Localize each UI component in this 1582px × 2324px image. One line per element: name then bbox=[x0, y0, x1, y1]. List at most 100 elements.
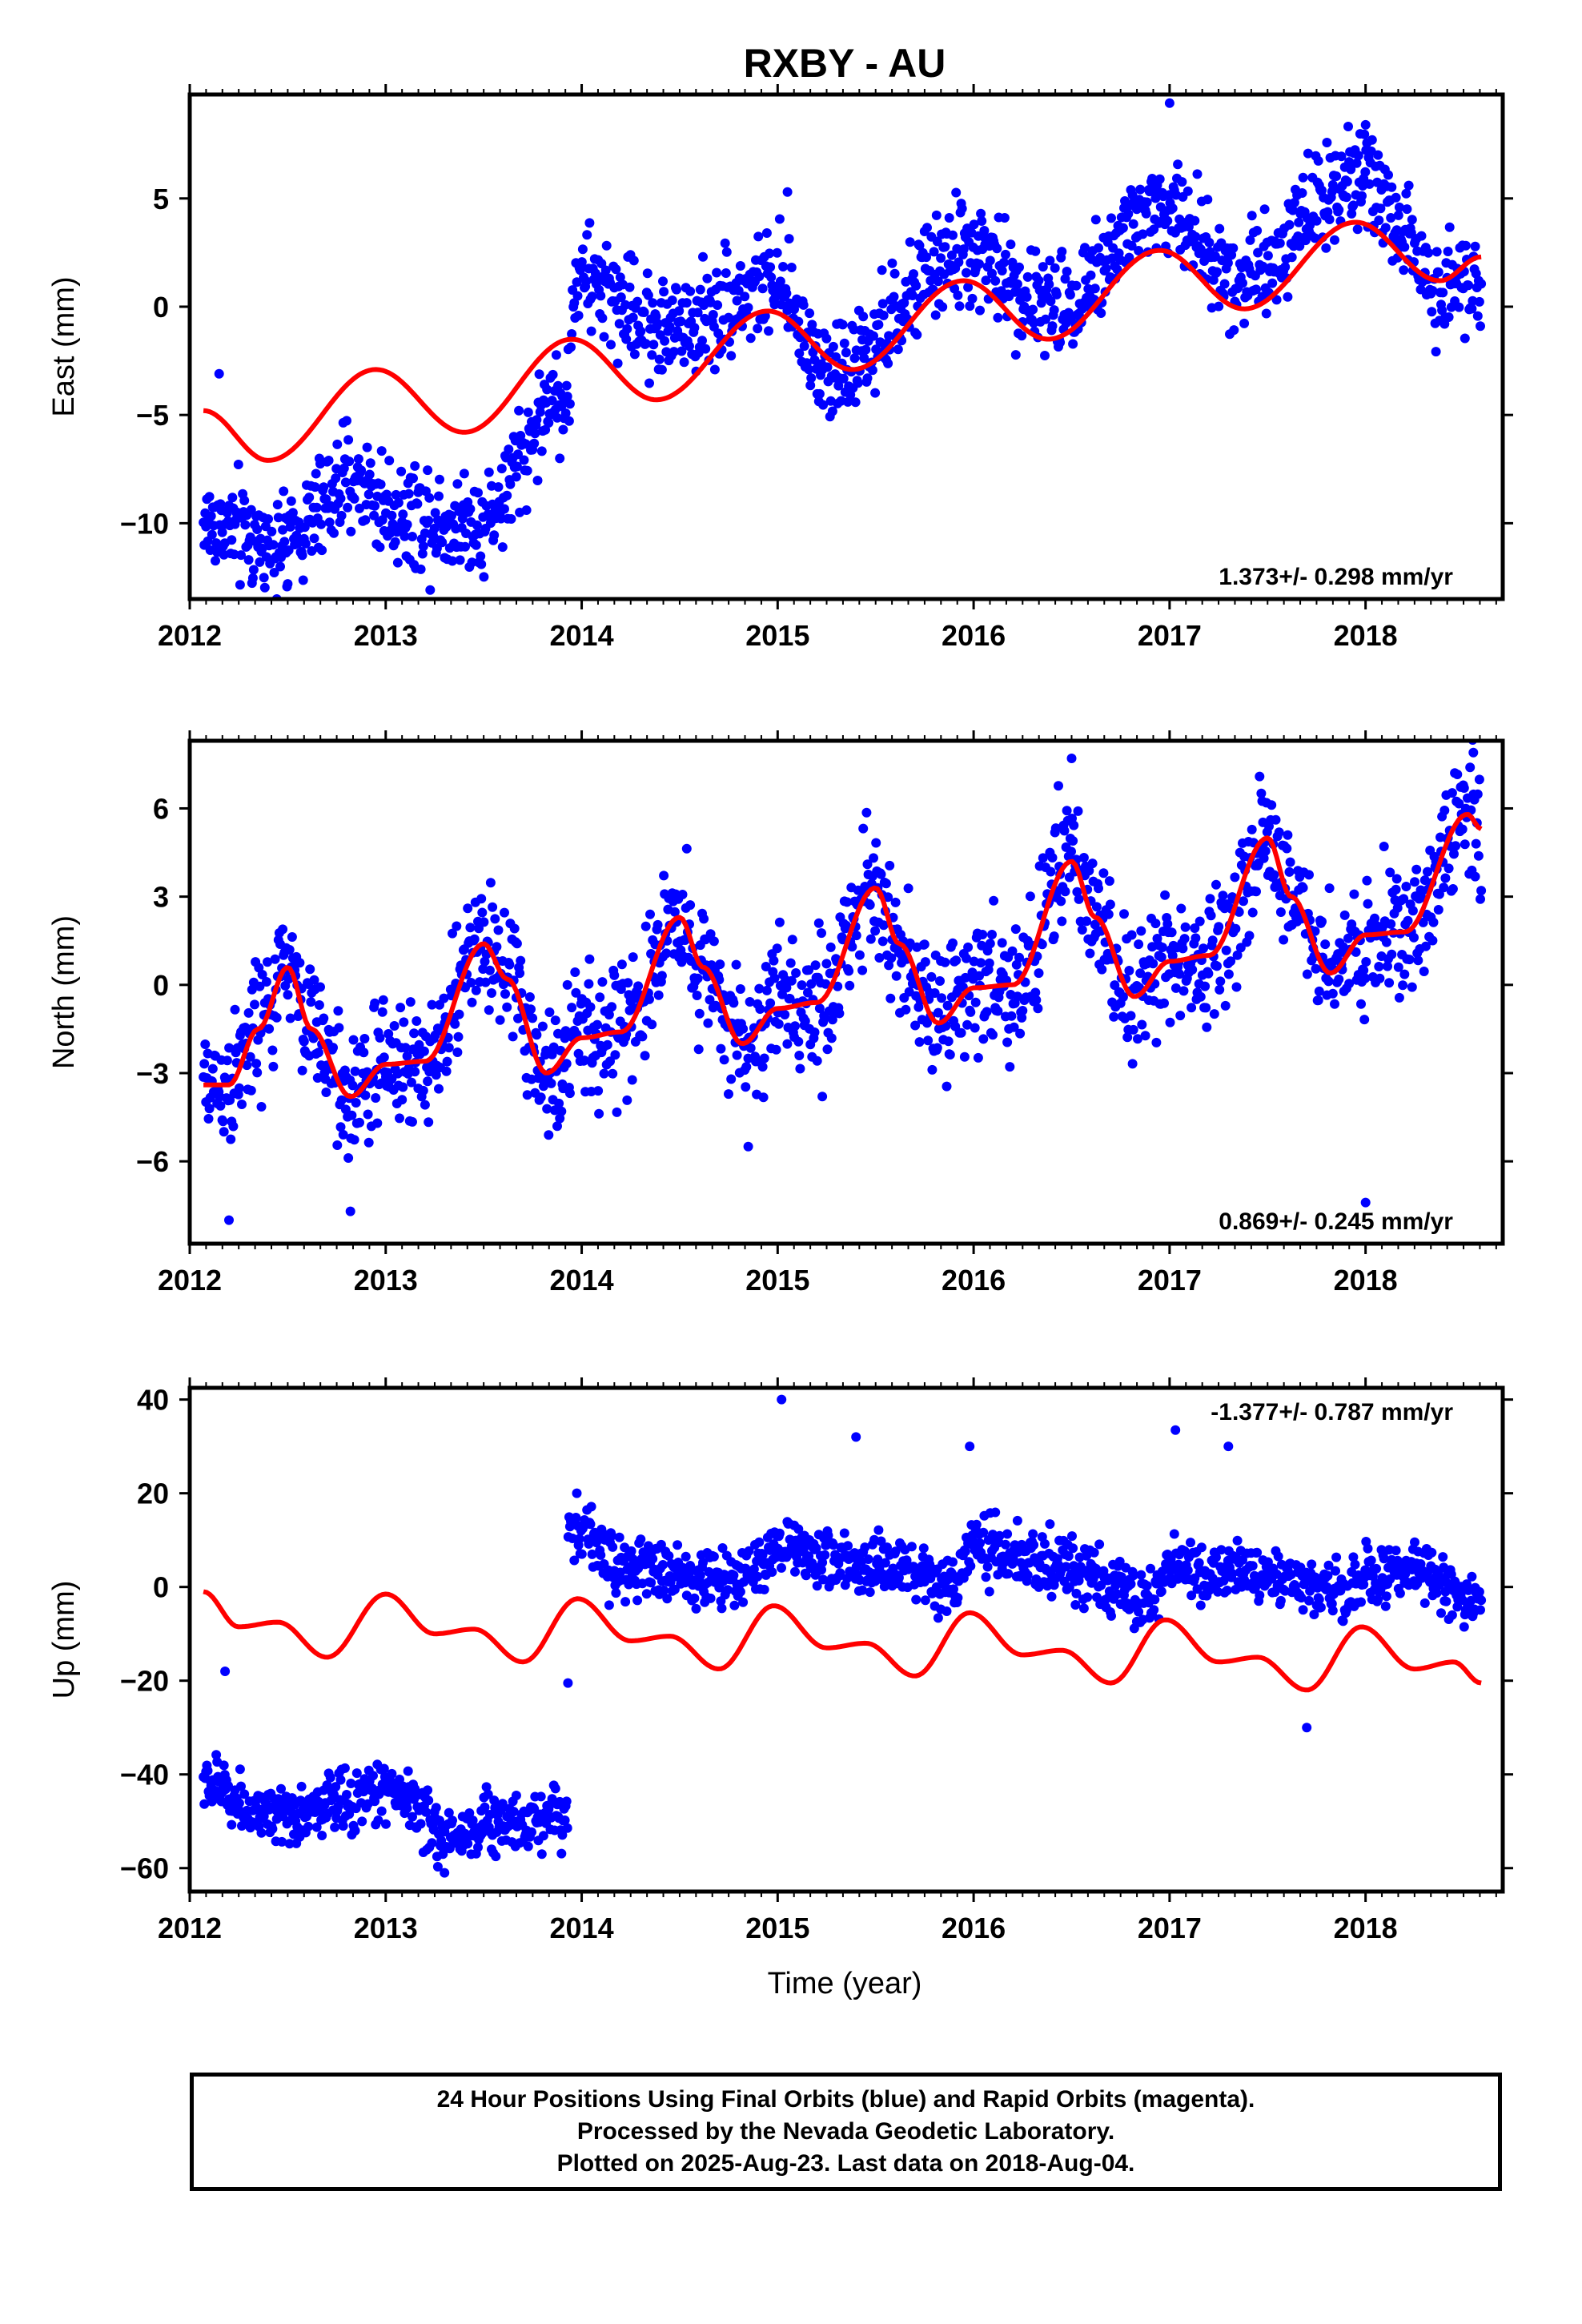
east-data-point bbox=[967, 293, 978, 304]
north-data-point bbox=[1046, 866, 1056, 877]
north-data-point bbox=[637, 1031, 648, 1042]
north-data-point bbox=[1387, 949, 1397, 959]
east-data-point bbox=[677, 346, 687, 356]
north-data-point bbox=[930, 988, 940, 998]
east-data-point bbox=[416, 564, 426, 574]
north-data-point bbox=[1449, 849, 1459, 859]
north-data-point bbox=[1137, 1019, 1147, 1030]
east-data-point bbox=[709, 364, 720, 375]
north-data-point bbox=[493, 925, 504, 935]
north-data-point bbox=[351, 1098, 361, 1108]
up-data-point bbox=[1227, 1569, 1238, 1578]
up-data-point bbox=[753, 1571, 763, 1582]
east-data-point bbox=[375, 479, 386, 489]
north-data-point bbox=[1327, 988, 1338, 999]
east-data-point bbox=[310, 482, 320, 493]
north-data-point bbox=[1476, 886, 1487, 896]
up-data-point bbox=[1410, 1537, 1419, 1547]
up-data-point bbox=[949, 1584, 958, 1594]
east-data-point bbox=[309, 533, 319, 544]
up-data-point bbox=[1323, 1560, 1334, 1570]
up-data-point bbox=[933, 1613, 943, 1623]
up-data-point bbox=[1338, 1616, 1348, 1626]
up-data-point bbox=[331, 1782, 341, 1792]
east-data-point bbox=[614, 319, 624, 329]
up-data-point bbox=[1391, 1546, 1401, 1556]
up-data-point bbox=[801, 1570, 811, 1581]
north-data-point bbox=[1068, 836, 1078, 846]
up-data-point bbox=[1104, 1586, 1114, 1596]
east-data-point bbox=[1047, 321, 1058, 332]
north-data-point bbox=[418, 1085, 428, 1096]
north-data-point bbox=[1136, 926, 1146, 936]
north-data-point bbox=[1320, 939, 1331, 950]
up-data-point bbox=[695, 1570, 705, 1581]
north-data-point bbox=[948, 938, 958, 948]
north-data-point bbox=[1399, 894, 1409, 904]
up-data-point bbox=[1252, 1547, 1263, 1558]
east-data-point bbox=[542, 384, 552, 395]
north-data-point bbox=[375, 1032, 385, 1043]
north-data-point bbox=[1231, 982, 1242, 992]
north-data-point bbox=[1259, 853, 1269, 863]
north-data-point bbox=[1128, 1024, 1138, 1035]
east-data-point bbox=[1124, 252, 1134, 263]
north-data-point bbox=[1215, 976, 1226, 987]
east-data-point bbox=[735, 261, 745, 271]
up-data-point bbox=[277, 1836, 287, 1847]
up-data-point bbox=[235, 1764, 245, 1775]
east-data-point bbox=[807, 320, 817, 330]
north-data-point bbox=[370, 998, 380, 1008]
east-data-point bbox=[1041, 314, 1050, 324]
north-data-point bbox=[616, 959, 627, 970]
east-data-point bbox=[998, 257, 1009, 267]
north-data-point bbox=[219, 1127, 229, 1137]
up-data-point bbox=[444, 1807, 454, 1818]
east-data-point bbox=[206, 511, 216, 521]
north-data-point bbox=[693, 1044, 704, 1055]
north-data-point bbox=[1428, 917, 1439, 927]
east-data-point bbox=[211, 556, 220, 566]
east-data-point bbox=[621, 334, 632, 344]
north-data-point bbox=[1361, 957, 1371, 967]
east-data-point bbox=[370, 501, 380, 511]
north-data-point bbox=[313, 1047, 323, 1058]
north-data-point bbox=[937, 993, 947, 1003]
east-data-point bbox=[611, 264, 621, 275]
east-data-point bbox=[1147, 174, 1158, 183]
east-data-point bbox=[615, 272, 625, 283]
east-data-point bbox=[849, 353, 860, 364]
north-data-point bbox=[1157, 943, 1167, 952]
east-data-point bbox=[392, 557, 403, 568]
north-data-point bbox=[263, 957, 272, 967]
east-data-point bbox=[417, 549, 428, 559]
up-data-point bbox=[1474, 1586, 1484, 1597]
east-data-point bbox=[522, 465, 532, 476]
east-data-point bbox=[1403, 180, 1414, 191]
east-data-point bbox=[821, 333, 832, 344]
east-y-axis-label: East (mm) bbox=[47, 276, 81, 416]
north-data-point bbox=[1179, 934, 1190, 944]
east-data-point bbox=[764, 326, 773, 336]
north-data-point bbox=[585, 1002, 596, 1012]
east-data-point bbox=[838, 373, 849, 384]
east-data-point bbox=[1399, 265, 1409, 275]
north-data-point bbox=[810, 960, 821, 971]
north-data-point bbox=[861, 807, 872, 818]
north-data-point bbox=[571, 987, 581, 998]
north-data-point bbox=[1034, 968, 1044, 979]
north-data-point bbox=[246, 1085, 256, 1096]
east-data-point bbox=[659, 287, 669, 297]
east-data-point bbox=[473, 488, 483, 498]
up-data-point bbox=[1379, 1554, 1389, 1564]
north-data-point bbox=[881, 879, 891, 889]
north-data-point bbox=[959, 1051, 970, 1062]
up-data-point bbox=[1373, 1594, 1383, 1605]
up-data-point bbox=[587, 1549, 597, 1559]
east-data-point bbox=[204, 492, 215, 502]
north-data-point bbox=[546, 1078, 556, 1088]
north-data-point bbox=[729, 998, 739, 1008]
east-data-point bbox=[248, 565, 259, 575]
up-data-point bbox=[523, 1841, 533, 1852]
north-data-point bbox=[1471, 838, 1481, 849]
